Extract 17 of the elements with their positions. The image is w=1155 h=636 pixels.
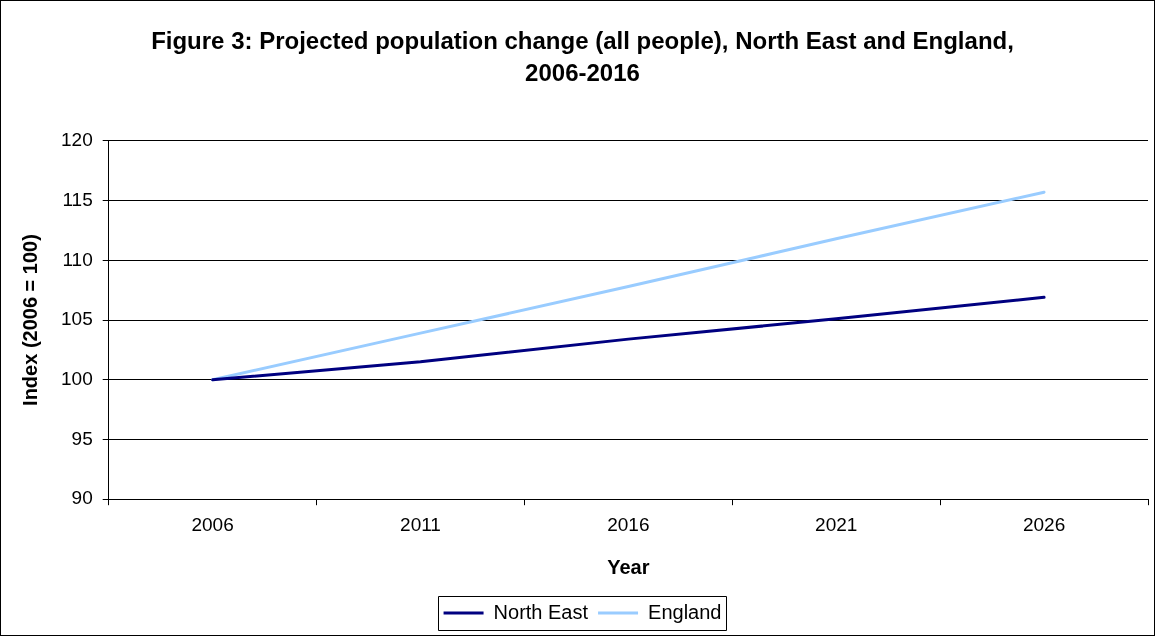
y-tick-label: 100 [61, 367, 93, 389]
y-axis-title: Index (2006 = 100) [18, 234, 41, 406]
legend-label: North East [493, 600, 589, 623]
legend-label: England [648, 600, 722, 623]
y-tick-label: 90 [71, 487, 93, 509]
y-tick-label: 115 [62, 188, 93, 210]
x-tick-label: 2016 [607, 513, 650, 535]
y-tick-label: 95 [71, 427, 93, 449]
y-tick-label: 120 [61, 129, 93, 151]
x-axis-title: Year [607, 555, 650, 578]
x-tick-label: 2006 [191, 513, 234, 535]
x-tick-label: 2021 [815, 513, 858, 535]
x-tick-label: 2011 [400, 513, 441, 535]
y-tick-label: 110 [62, 248, 93, 270]
x-tick-label: 2026 [1022, 513, 1066, 535]
y-tick-label: 105 [61, 308, 93, 330]
chart-title: Figure 3: Projected population change (all people), North East and England, 2006-2016 [151, 26, 1014, 86]
